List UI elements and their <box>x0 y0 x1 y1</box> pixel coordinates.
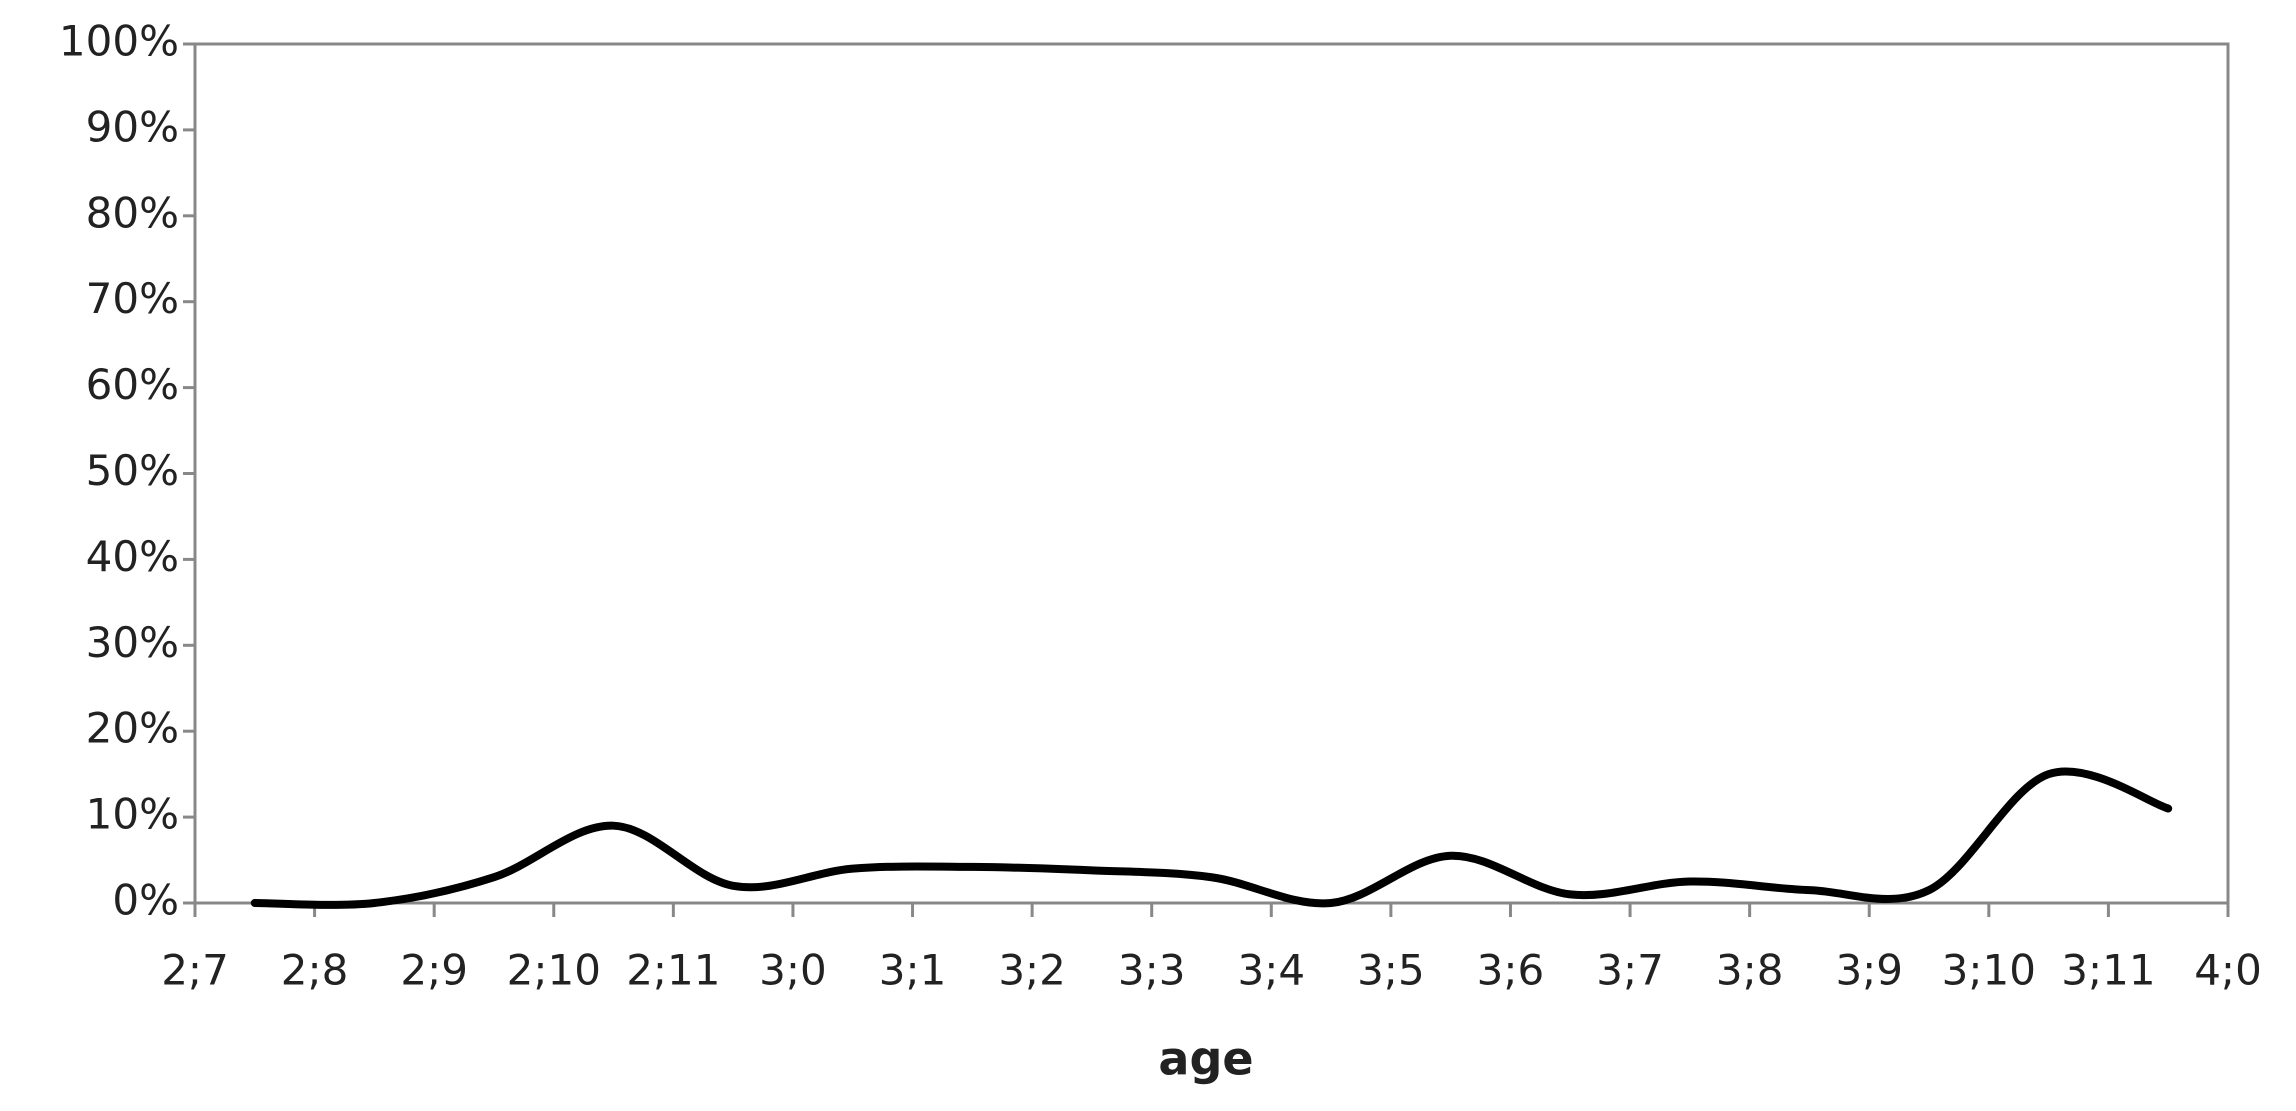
x-tick-label: 3;4 <box>1237 946 1305 995</box>
x-tick-label: 2;11 <box>626 946 720 995</box>
x-tick-label: 3;6 <box>1477 946 1545 995</box>
x-tick-label: 3;10 <box>1942 946 2036 995</box>
x-tick-label: 3;1 <box>879 946 947 995</box>
y-tick-label: 90% <box>86 102 179 151</box>
x-tick-label: 3;5 <box>1357 946 1425 995</box>
x-tick-label: 3;7 <box>1596 946 1664 995</box>
y-tick-label: 20% <box>86 704 179 753</box>
x-tick-label: 3;8 <box>1716 946 1784 995</box>
x-tick-label: 3;11 <box>2061 946 2155 995</box>
y-tick-label: 80% <box>86 188 179 237</box>
y-tick-label: 30% <box>86 618 179 667</box>
y-tick-label: 0% <box>112 876 179 925</box>
x-tick-label: 3;9 <box>1835 946 1903 995</box>
x-tick-label: 3;2 <box>998 946 1066 995</box>
x-tick-label: 2;10 <box>507 946 601 995</box>
x-tick-label: 3;3 <box>1118 946 1186 995</box>
x-tick-label: 2;7 <box>161 946 229 995</box>
x-tick-label: 2;8 <box>281 946 349 995</box>
y-tick-label: 100% <box>59 17 179 66</box>
x-tick-label: 3;0 <box>759 946 827 995</box>
y-tick-label: 50% <box>86 446 179 495</box>
x-tick-label: 4;0 <box>2194 946 2262 995</box>
y-tick-label: 10% <box>86 790 179 839</box>
plot-frame <box>193 42 2230 905</box>
y-tick-label: 40% <box>86 532 179 581</box>
x-axis-title: age <box>1158 1032 1253 1086</box>
x-tick-label: 2;9 <box>400 946 468 995</box>
line-series <box>250 767 2173 909</box>
y-tick-label: 70% <box>86 274 179 323</box>
y-tick-label: 60% <box>86 360 179 409</box>
